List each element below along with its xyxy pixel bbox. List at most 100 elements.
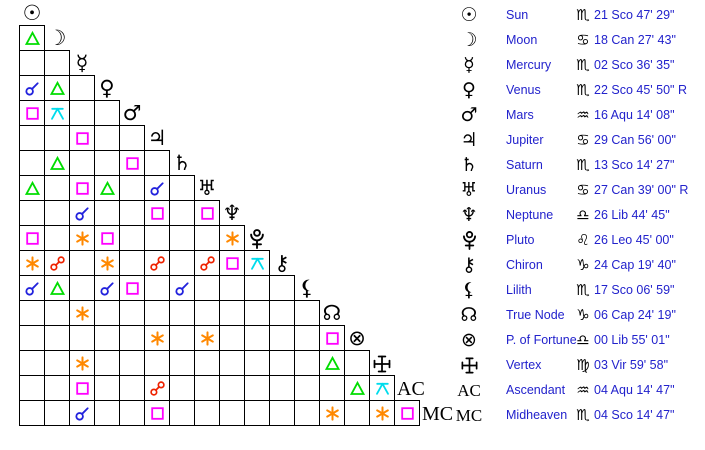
grid-chiron-glyph-text: ⚷ <box>274 251 290 275</box>
aspect-cell-trine <box>44 75 70 101</box>
planet-row-fortune: ⊗ P. of Fortune ♎ 00 Lib 55' 01" <box>452 328 705 353</box>
scorpio-sign-icon: ♏ <box>576 156 590 174</box>
scorpio-sign-icon: ♏ <box>576 281 590 299</box>
grid-chiron-glyph-icon: ⚷ <box>269 250 295 277</box>
aspect-cell-square <box>319 325 345 351</box>
aspect-cell-empty <box>119 200 145 226</box>
planet-name: Uranus <box>506 183 547 197</box>
grid-true-node-glyph-icon: ☊ <box>319 300 345 327</box>
aspect-cell-empty <box>94 375 120 401</box>
grid-moon-glyph-icon: ☽ <box>44 25 70 52</box>
mars-glyph-icon: ♂ <box>452 103 486 128</box>
aspect-cell-empty <box>19 400 45 426</box>
venus-glyph-text: ♀ <box>462 79 476 101</box>
planet-position: 16 Aqu 14' 08" <box>594 108 675 122</box>
jupiter-glyph-icon: ♃ <box>452 128 486 153</box>
aspect-cell-square <box>119 150 145 176</box>
true-node-glyph-icon: ☊ <box>452 303 486 328</box>
planet-name: Lilith <box>506 283 532 297</box>
planet-row-moon: ☽ Moon ♋ 18 Can 27' 43" <box>452 28 705 53</box>
capricorn-sign-icon: ♑ <box>576 256 590 274</box>
aspect-cell-empty <box>69 325 95 351</box>
planet-row-sun: ☉ Sun ♏ 21 Sco 47' 29" <box>452 3 705 28</box>
planet-position: 00 Lib 55' 01" <box>594 333 670 347</box>
planet-name: Pluto <box>506 233 535 247</box>
planet-name: Ascendant <box>506 383 566 397</box>
grid-vertex-glyph-icon <box>369 350 395 377</box>
aspect-cell-empty <box>144 150 170 176</box>
fortune-glyph-icon: ⊗ <box>452 328 486 353</box>
aspect-cell-square <box>394 400 420 426</box>
aspect-cell-empty <box>294 300 320 326</box>
planet-position: 26 Leo 45' 00" <box>594 233 674 247</box>
libra-sign-icon: ♎ <box>576 206 590 224</box>
cancer-sign-icon: ♋ <box>576 31 590 49</box>
virgo-sign-icon: ♍ <box>576 356 590 374</box>
planet-row-jupiter: ♃ Jupiter ♋ 29 Can 56' 00" <box>452 128 705 153</box>
aspect-cell-conjunction <box>69 400 95 426</box>
grid-lilith-glyph-icon: ⚸ <box>294 275 320 302</box>
aspect-cell-quincunx <box>369 375 395 401</box>
grid-neptune-glyph-icon: ♆ <box>219 200 245 227</box>
planet-name: Mercury <box>506 58 552 72</box>
aspect-cell-empty <box>119 350 145 376</box>
aquarius-sign-icon: ♒ <box>576 106 590 124</box>
mercury-glyph-text: ☿ <box>463 54 475 76</box>
mercury-glyph-icon: ☿ <box>452 53 486 78</box>
planet-name: P. of Fortune <box>506 333 577 347</box>
aspect-cell-square <box>144 400 170 426</box>
aspect-cell-empty <box>344 400 370 426</box>
aspect-cell-empty <box>119 325 145 351</box>
saturn-glyph-icon: ♄ <box>452 153 486 178</box>
planet-position: 27 Can 39' 00" R <box>594 183 689 197</box>
grid-venus-glyph-text: ♀ <box>99 76 115 100</box>
planet-name: True Node <box>506 308 565 322</box>
planet-row-ac: AC Ascendant ♒ 04 Aqu 14' 47" <box>452 378 705 403</box>
planet-name: Neptune <box>506 208 554 222</box>
planet-row-lilith: ⚸ Lilith ♏ 17 Sco 06' 59" <box>452 278 705 303</box>
scorpio-sign-icon: ♏ <box>576 56 590 74</box>
vertex-glyph-icon <box>452 353 486 378</box>
mc-glyph-text: MC <box>455 406 483 425</box>
planet-position: 13 Sco 14' 27" <box>594 158 675 172</box>
grid-true-node-glyph-text: ☊ <box>322 301 342 325</box>
aquarius-sign-icon: ♒ <box>576 381 590 399</box>
grid-moon-glyph-text: ☽ <box>47 26 67 50</box>
moon-glyph-icon: ☽ <box>452 28 486 53</box>
jupiter-glyph-text: ♃ <box>460 129 478 151</box>
ac-glyph-icon: AC <box>452 378 486 403</box>
ac-glyph-text: AC <box>457 381 481 400</box>
scorpio-sign-icon: ♏ <box>576 406 590 424</box>
aspect-cell-empty <box>244 400 270 426</box>
planet-name: Mars <box>506 108 534 122</box>
aspect-cell-quincunx <box>44 100 70 126</box>
grid-mars-glyph-icon: ♂ <box>119 100 145 127</box>
planet-name: Midheaven <box>506 408 568 422</box>
aspect-cell-empty <box>194 225 220 251</box>
sun-glyph-text: ☉ <box>460 4 478 26</box>
planet-row-true-node: ☊ True Node ♑ 06 Cap 24' 19" <box>452 303 705 328</box>
sun-glyph-icon: ☉ <box>452 3 486 28</box>
planet-row-uranus: ♅ Uranus ♋ 27 Can 39' 00" R <box>452 178 705 203</box>
aspect-cell-empty <box>169 400 195 426</box>
lilith-glyph-icon: ⚸ <box>452 278 486 303</box>
pluto-glyph-icon <box>452 228 486 253</box>
mc-glyph-icon: MC <box>452 403 486 428</box>
cancer-sign-icon: ♋ <box>576 181 590 199</box>
scorpio-sign-icon: ♏ <box>576 81 590 99</box>
planet-position: 02 Sco 36' 35" <box>594 58 675 72</box>
grid-mc-glyph-text: MC <box>422 402 454 425</box>
grid-jupiter-glyph-text: ♃ <box>147 126 167 150</box>
capricorn-sign-icon: ♑ <box>576 306 590 324</box>
aspect-cell-empty <box>44 175 70 201</box>
planet-row-mc: MC Midheaven ♏ 04 Sco 14' 47" <box>452 403 705 428</box>
planet-position: 24 Cap 19' 40" <box>594 258 676 272</box>
grid-fortune-glyph-text: ⊗ <box>348 326 366 350</box>
aspect-cell-empty <box>44 375 70 401</box>
uranus-glyph-text: ♅ <box>460 179 478 201</box>
aspect-cell-empty <box>344 350 370 376</box>
aspect-cell-quincunx <box>244 250 270 276</box>
grid-saturn-glyph-text: ♄ <box>172 151 192 175</box>
planet-name: Chiron <box>506 258 543 272</box>
